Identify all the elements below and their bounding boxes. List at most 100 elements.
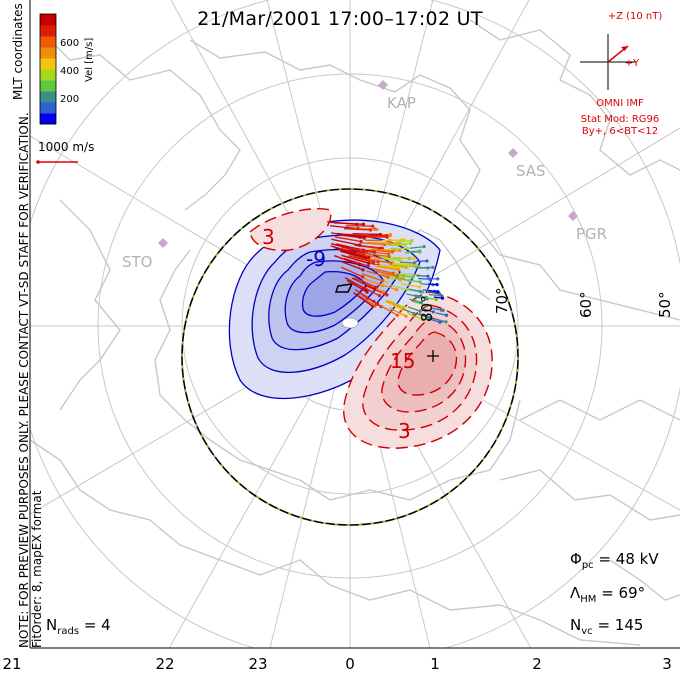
velocity-vector: [409, 298, 422, 304]
velocity-vector: [359, 285, 380, 297]
velocity-vector: [340, 250, 370, 259]
velocity-vector: [381, 239, 402, 242]
colorbar-tick-600: 600: [60, 38, 80, 49]
velocity-vector: [333, 255, 360, 266]
mlt-tick-1: 1: [430, 655, 440, 673]
hm-boundary-dash: [181, 188, 519, 526]
imf-z-label: +Z (10 nT): [607, 11, 663, 22]
pole-marker: [341, 317, 359, 329]
velocity-vector: [343, 228, 371, 231]
station-sto: STO: [122, 253, 153, 271]
velocity-vector: [428, 293, 442, 297]
velocity-vector: [367, 249, 393, 253]
velocity-vector: [366, 258, 391, 264]
nrads-symbol: N: [46, 616, 58, 634]
velocity-colorbar: [39, 13, 57, 125]
imf-clock: [580, 34, 636, 90]
velocity-vector: [385, 300, 404, 310]
stat-phi-pc: Φpc = 48 kV: [570, 550, 659, 646]
velocity-vector: [416, 313, 430, 319]
phi-value: = 48 kV: [598, 550, 659, 568]
lat-label-70: 70°: [493, 287, 511, 314]
velocity-vector: [416, 274, 428, 277]
fit-order: FitOrder: 8, mapEX format: [30, 490, 44, 648]
velocity-vector: [340, 250, 368, 259]
velocity-vector: [394, 239, 412, 243]
colorbar-swatch: [40, 25, 56, 37]
velocity-vector: [333, 222, 364, 225]
lambda-value: = 69°: [601, 584, 646, 602]
velocity-vector: [407, 306, 421, 312]
mlt-tick-0: 0: [345, 655, 355, 673]
mlt-tick-23: 23: [248, 655, 268, 673]
contour-label-pos3-bottom: 3: [398, 419, 411, 443]
velocity-vector: [337, 232, 365, 238]
velocity-vector: [364, 252, 390, 258]
nvc-value: = 145: [597, 616, 644, 634]
stat-lambda-hm: ΛHM = 69°: [570, 584, 645, 646]
velocity-vector: [397, 274, 413, 278]
velocity-vector: [392, 242, 411, 246]
velocity-vector: [427, 283, 438, 286]
velocity-vector: [430, 307, 444, 311]
vector-scale-line: [36, 160, 78, 164]
velocity-vector: [378, 249, 400, 252]
velocity-vector: [362, 294, 382, 308]
velocity-vector: [418, 277, 431, 280]
velocity-vector: [428, 290, 438, 293]
velocity-vector: [352, 232, 381, 236]
velocity-vector: [388, 307, 407, 317]
contour-label-pos15: 15: [390, 349, 415, 373]
velocity-vector: [401, 283, 420, 288]
velocity-vector: [381, 273, 404, 279]
contour-label-pos3-top: 3: [262, 225, 275, 249]
station-kap: KAP: [387, 94, 416, 112]
velocity-vector: [389, 300, 405, 308]
velocity-vector: [334, 236, 362, 243]
velocity-vector: [343, 257, 369, 267]
vector-scale-label: 1000 m/s: [38, 140, 95, 154]
positive-potential-cell: [343, 291, 493, 449]
nvc-symbol: N: [570, 616, 582, 634]
velocity-vector: [346, 279, 368, 293]
velocity-vector: [359, 242, 385, 246]
velocity-vector: [361, 273, 383, 282]
colorbar-label: Vel [m/s]: [84, 37, 95, 82]
mlt-tick-21: 21: [2, 655, 22, 673]
velocity-vector: [409, 245, 425, 249]
velocity-vector: [339, 260, 364, 271]
velocity-vector: [341, 266, 363, 278]
velocity-vector: [358, 294, 376, 307]
velocity-vector: [331, 238, 360, 246]
imf-condition: By+, 6<BT<12: [581, 126, 659, 137]
colorbar-outline: [39, 13, 57, 125]
velocity-vector: [433, 296, 443, 299]
velocity-vector: [382, 258, 401, 262]
colorbar-swatch: [40, 36, 56, 48]
coordinate-system-label: MLT coordinates: [11, 3, 25, 100]
velocity-vector: [435, 312, 447, 316]
velocity-vector: [379, 264, 399, 269]
velocity-vector: [370, 267, 394, 274]
velocity-vector: [390, 284, 408, 291]
velocity-vector: [407, 312, 424, 321]
lambda-symbol: Λ: [570, 584, 581, 602]
velocity-vector: [366, 270, 389, 278]
imf-source: OMNI IMF: [596, 98, 644, 109]
lambda-sub: HM: [580, 594, 597, 605]
velocity-vector: [354, 276, 377, 289]
colorbar-swatch: [40, 58, 56, 70]
velocity-vector: [377, 265, 399, 271]
velocity-vector: [367, 241, 391, 245]
velocity-vector: [406, 250, 420, 253]
velocity-vector: [391, 263, 411, 266]
colorbar-tick-400: 400: [60, 66, 80, 77]
velocity-vector: [374, 270, 398, 277]
colorbar-swatch: [40, 91, 56, 103]
velocity-vector: [421, 296, 437, 301]
velocity-vector: [384, 300, 402, 310]
nvc-sub: vc: [581, 626, 593, 637]
station-sas: SAS: [516, 162, 546, 180]
side-note: NOTE: FOR PREVIEW PURPOSES ONLY. PLEASE …: [17, 112, 44, 648]
